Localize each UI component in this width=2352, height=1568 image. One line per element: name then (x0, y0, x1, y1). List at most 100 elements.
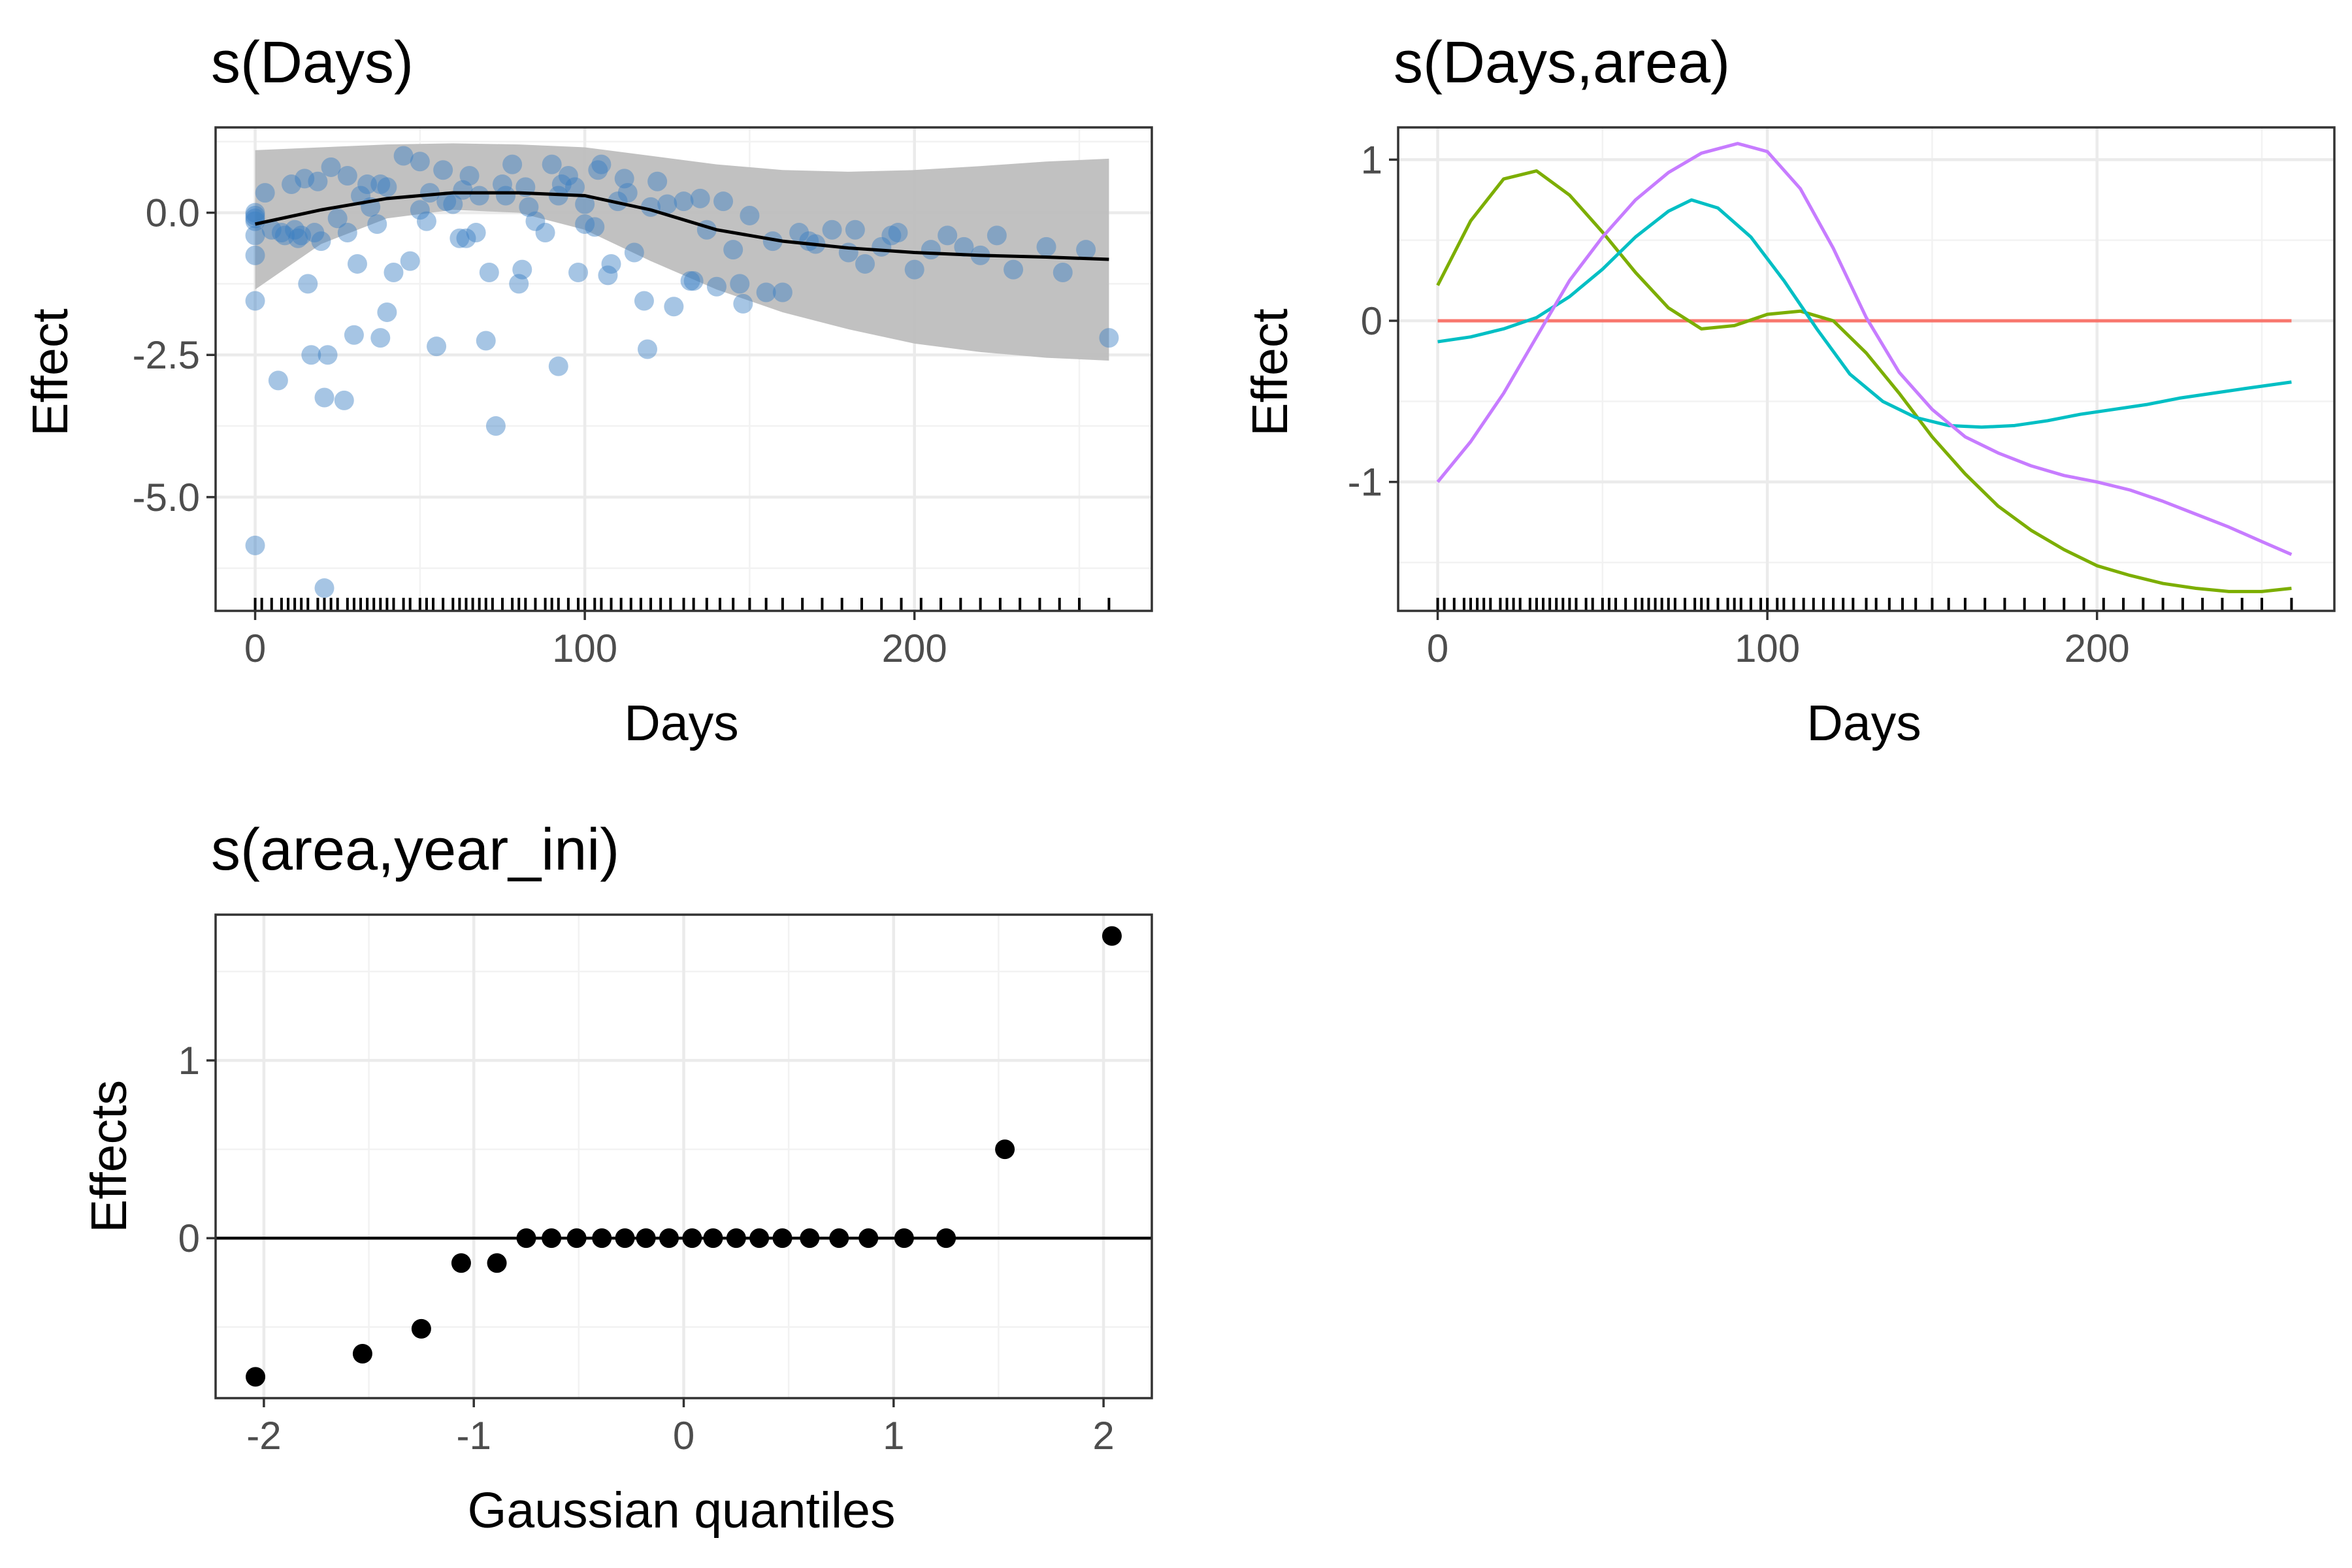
data-point (624, 242, 644, 263)
data-point (288, 228, 308, 248)
data-point (881, 225, 902, 246)
data-point (568, 263, 589, 282)
data-point (637, 339, 657, 359)
data-point (703, 1228, 723, 1249)
data-point (588, 160, 608, 180)
data-point (502, 154, 523, 174)
data-point (314, 578, 335, 598)
data-point (749, 1228, 770, 1249)
panel-title-s-days-area: s(Days,area) (1394, 30, 1730, 95)
data-point (938, 225, 958, 246)
data-point (733, 293, 753, 314)
data-point (585, 217, 605, 237)
data-point (377, 302, 397, 322)
data-point (268, 370, 288, 391)
data-point (888, 223, 908, 243)
data-point (829, 1228, 849, 1249)
data-point (282, 174, 302, 195)
data-point (476, 331, 496, 351)
data-point (614, 169, 634, 189)
axis-ticks: 0 100 200 0.0 -2.5 -5.0 (133, 191, 947, 670)
data-point (367, 214, 387, 234)
data-point (295, 169, 315, 189)
data-point (492, 174, 512, 195)
data-point (659, 1228, 679, 1249)
data-point (674, 191, 694, 212)
data-point (548, 356, 568, 376)
data-point (762, 231, 783, 252)
data-point (334, 390, 354, 410)
data-point (377, 177, 397, 197)
data-point (453, 180, 473, 200)
y-tick-label: 1 (178, 1039, 200, 1083)
confidence-ribbon (255, 143, 1109, 361)
x-axis-title-days: Days (1806, 695, 1921, 751)
data-marks (1436, 142, 2293, 593)
data-point (1004, 259, 1024, 280)
panel-border (1397, 126, 2336, 612)
data-point (566, 1228, 587, 1249)
data-point (327, 208, 348, 229)
rug-ticks (1436, 598, 2293, 611)
data-point (352, 1343, 372, 1364)
data-point (393, 146, 414, 166)
data-point (858, 1228, 879, 1249)
panel-title-s-days: s(Days) (211, 30, 414, 95)
x-tick-label: 0 (673, 1414, 694, 1458)
data-point (706, 276, 727, 297)
data-point (410, 152, 430, 172)
panel-title-s-area-year-ini: s(area,year_ini) (211, 817, 619, 883)
data-point (525, 211, 546, 231)
rug-ticks (253, 598, 1111, 611)
data-point (995, 1139, 1015, 1160)
y-tick-label: 0 (1361, 299, 1382, 343)
data-point (904, 259, 924, 280)
data-point (535, 223, 555, 243)
y-tick-label: 0 (178, 1217, 200, 1260)
data-point (723, 240, 743, 260)
data-marks (245, 143, 1119, 598)
x-tick-label: 100 (552, 627, 617, 670)
data-point (615, 1228, 635, 1249)
data-point (410, 200, 430, 220)
data-point (564, 177, 585, 197)
data-point (370, 174, 391, 195)
x-tick-label: 200 (2065, 627, 2130, 670)
series-line (1436, 169, 2292, 593)
data-point (304, 223, 325, 243)
x-tick-label: 200 (882, 627, 947, 670)
data-point (314, 387, 335, 408)
data-point (245, 535, 265, 555)
data-point (274, 225, 295, 246)
data-point (245, 203, 265, 223)
data-point (845, 220, 865, 240)
data-point (456, 228, 476, 248)
data-point (636, 1228, 656, 1249)
y-tick-label: 0.0 (146, 191, 200, 235)
data-point (512, 259, 532, 280)
x-tick-label: 0 (1427, 627, 1448, 670)
data-point (246, 1367, 266, 1387)
data-point (433, 160, 453, 180)
data-point (311, 231, 331, 252)
data-point (449, 228, 470, 248)
series-line (1436, 142, 2293, 556)
data-point (690, 188, 710, 208)
data-point (285, 220, 305, 240)
data-point (542, 154, 562, 174)
data-point (730, 274, 750, 294)
data-point (617, 183, 638, 203)
data-point (740, 205, 760, 225)
data-point (772, 282, 792, 302)
data-point (894, 1228, 914, 1249)
data-point (271, 223, 291, 243)
data-point (800, 1228, 820, 1249)
y-tick-label: -1 (1348, 461, 1382, 504)
data-point (416, 211, 436, 231)
data-point (245, 211, 265, 231)
data-point (789, 223, 809, 243)
data-point (558, 166, 578, 186)
data-point (427, 336, 447, 357)
y-axis-title-effect: Effect (1242, 308, 1298, 436)
data-point (855, 253, 875, 274)
